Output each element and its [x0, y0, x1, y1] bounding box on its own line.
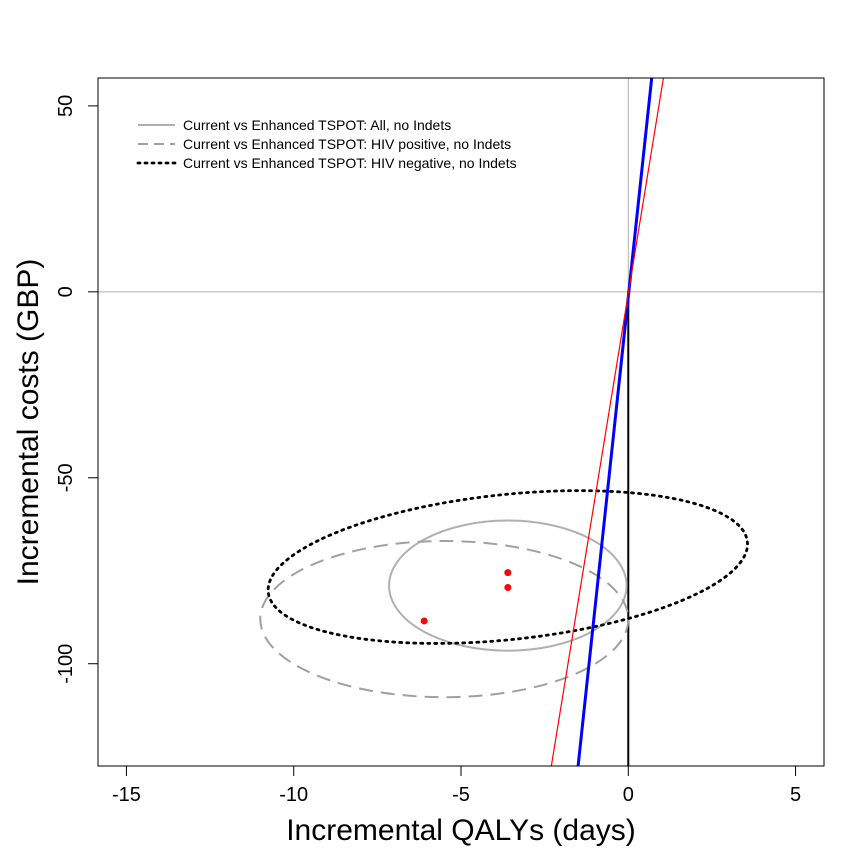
threshold-line-1	[550, 78, 665, 766]
reference-lines	[98, 78, 824, 766]
point-estimate-0	[504, 569, 512, 577]
y-axis-title: Incremental costs (GBP)	[12, 259, 45, 586]
confidence-ellipses	[259, 489, 749, 699]
x-tick-label: 0	[623, 784, 634, 806]
x-tick-label: 5	[790, 784, 801, 806]
legend-label: Current vs Enhanced TSPOT: HIV positive,…	[183, 136, 511, 152]
point-estimate-2	[420, 617, 428, 625]
point-estimate-1	[504, 583, 512, 591]
ellipse-dashed	[259, 540, 630, 699]
legend-label: Current vs Enhanced TSPOT: HIV negative,…	[183, 155, 517, 171]
legend-label: Current vs Enhanced TSPOT: All, no Indet…	[183, 117, 451, 133]
x-tick-label: -5	[452, 784, 470, 806]
threshold-lines	[550, 78, 665, 766]
y-tick-label: 0	[55, 286, 77, 297]
y-tick-label: 50	[55, 95, 77, 117]
x-tick-label: -15	[112, 784, 141, 806]
y-axis: -100 -50 0 50	[55, 95, 98, 684]
threshold-line-0	[576, 78, 654, 766]
point-estimates	[420, 569, 512, 625]
y-tick-label: -50	[55, 463, 77, 492]
x-axis-title: Incremental QALYs (days)	[286, 814, 636, 847]
plot-frame	[97, 77, 825, 767]
plot-content	[98, 78, 824, 766]
x-tick-label: -10	[279, 784, 308, 806]
y-tick-label: -100	[55, 644, 77, 684]
ellipse-solid	[388, 519, 628, 652]
legend: Current vs Enhanced TSPOT: All, no Indet…	[136, 117, 517, 171]
ellipse-dotted	[266, 489, 749, 645]
x-axis: -15 -10 -5 0 5	[112, 766, 801, 806]
